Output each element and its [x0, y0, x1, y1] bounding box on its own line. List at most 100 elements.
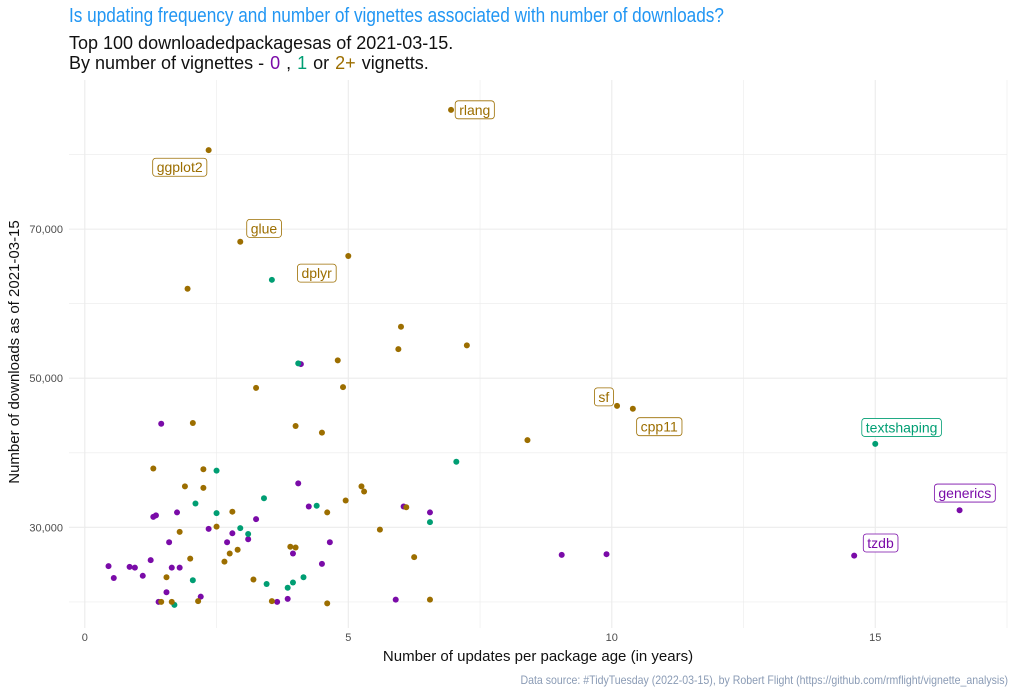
label-text: generics	[938, 485, 991, 501]
data-point-v1	[295, 360, 302, 367]
legend-suffix: vignetts.	[361, 53, 429, 73]
data-point-v0	[603, 551, 610, 558]
data-point-v0	[295, 480, 302, 487]
data-point-v2	[397, 323, 404, 330]
data-point-v2	[358, 483, 365, 490]
data-points	[105, 106, 963, 608]
data-point-v2	[376, 526, 383, 533]
x-tick-label: 0	[82, 632, 88, 644]
data-point-v0	[245, 536, 252, 543]
data-point-v2	[448, 106, 455, 113]
data-point-v0	[305, 503, 312, 510]
data-point-v2	[226, 550, 233, 557]
legend-0-vignettes: 0	[270, 53, 281, 73]
data-point-v2	[395, 346, 402, 353]
x-axis-label: Number of updates per package age (in ye…	[383, 648, 693, 665]
data-point-v1	[300, 574, 307, 581]
y-tick-label: 70,000	[29, 224, 63, 236]
data-point-v2	[268, 598, 275, 605]
data-point-v0	[284, 595, 291, 602]
data-point-v0	[110, 575, 117, 582]
data-point-v2	[195, 598, 202, 605]
x-tick-label: 5	[345, 632, 351, 644]
data-point-v0	[176, 564, 183, 571]
data-point-v0	[229, 530, 236, 537]
data-point-v2	[150, 465, 157, 472]
label-text: rlang	[459, 102, 490, 118]
data-point-v2	[340, 384, 347, 391]
data-point-v2	[158, 598, 165, 605]
data-point-v2	[629, 405, 636, 412]
data-point-v0	[105, 563, 112, 570]
data-point-v1	[213, 467, 220, 474]
data-point-v0	[558, 551, 565, 558]
data-point-v2	[187, 555, 194, 562]
label-text: glue	[251, 220, 278, 236]
label-box	[152, 157, 208, 177]
data-point-v2	[345, 252, 352, 259]
x-tick-label: 10	[606, 632, 618, 644]
data-point-v2	[221, 558, 228, 565]
data-point-v0	[224, 539, 231, 546]
point-label-tzdb: tzdb	[862, 533, 899, 553]
data-point-v1	[237, 525, 244, 532]
data-point-v0	[168, 564, 175, 571]
point-label-glue: glue	[246, 218, 282, 238]
data-point-v2	[342, 497, 349, 504]
data-point-v2	[324, 600, 331, 607]
data-point-v2	[200, 466, 207, 473]
data-point-v1	[213, 510, 220, 517]
data-point-v0	[426, 509, 433, 516]
point-label-dplyr: dplyr	[297, 263, 337, 283]
data-point-v1	[263, 581, 270, 588]
label-box	[297, 263, 337, 283]
chart-caption: Data source: #TidyTuesday (2022-03-15), …	[520, 673, 1008, 687]
data-point-v0	[158, 420, 165, 427]
data-point-v2	[318, 429, 325, 436]
data-point-v1	[268, 276, 275, 283]
data-point-v0	[392, 596, 399, 603]
data-point-v1	[872, 440, 879, 447]
data-point-v2	[334, 357, 341, 364]
y-tick-label: 30,000	[29, 522, 63, 534]
point-label-generics: generics	[933, 483, 996, 503]
legend-2plus-vignettes: 2+	[335, 53, 356, 73]
data-point-v2	[234, 546, 241, 553]
label-box	[454, 100, 495, 120]
point-label-textshaping: textshaping	[861, 418, 942, 437]
data-point-v0	[289, 550, 296, 557]
data-point-v0	[139, 572, 146, 579]
label-box	[933, 483, 996, 503]
y-tick-label: 50,000	[29, 373, 63, 385]
data-point-v0	[126, 563, 133, 570]
data-point-v1	[260, 495, 267, 502]
point-label-cpp11: cpp11	[636, 417, 683, 437]
axes: 0 5 10 15 30,000 50,000 70,000	[29, 224, 881, 644]
data-point-v2	[361, 488, 368, 495]
data-point-v0	[131, 564, 138, 571]
data-point-v0	[147, 557, 154, 564]
data-point-v2	[168, 598, 175, 605]
data-point-v2	[403, 504, 410, 511]
x-tick-label: 15	[869, 632, 881, 644]
data-point-v2	[181, 483, 188, 490]
label-box	[594, 387, 614, 407]
data-point-v1	[284, 584, 291, 591]
data-point-v2	[253, 384, 260, 391]
legend-sep: ,	[286, 53, 292, 73]
point-label-sf: sf	[594, 387, 614, 407]
data-point-v2	[426, 596, 433, 603]
data-point-v2	[324, 509, 331, 516]
data-point-v1	[453, 458, 460, 465]
data-point-v2	[163, 574, 170, 581]
data-point-v1	[289, 579, 296, 586]
data-point-v1	[192, 500, 199, 507]
legend-or: or	[313, 53, 330, 73]
data-point-v2	[176, 528, 183, 535]
label-text: sf	[598, 389, 609, 405]
data-point-v2	[524, 437, 531, 444]
data-point-v2	[463, 342, 470, 349]
data-point-v1	[313, 502, 320, 509]
data-point-v0	[274, 598, 281, 605]
